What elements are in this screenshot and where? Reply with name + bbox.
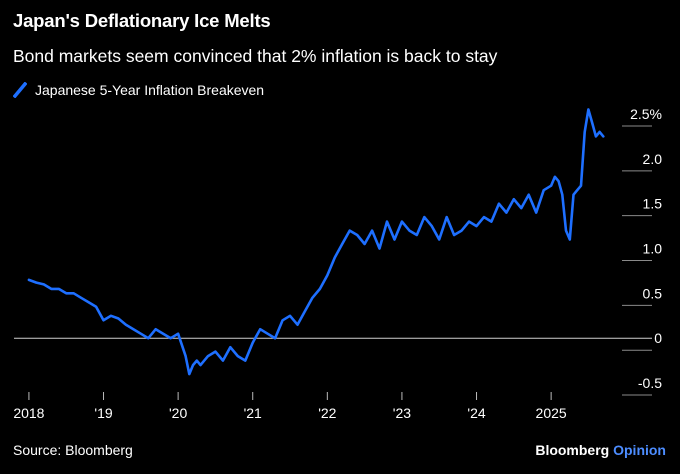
x-tick-label: '21 bbox=[244, 405, 262, 421]
y-tick-label: 2.0 bbox=[643, 151, 663, 167]
y-tick-label: -0.5 bbox=[638, 375, 662, 391]
legend-label: Japanese 5-Year Inflation Breakeven bbox=[35, 82, 265, 98]
legend-swatch-icon bbox=[13, 82, 27, 98]
y-tick-label: 0.5 bbox=[643, 285, 663, 301]
x-tick-label: 2018 bbox=[13, 405, 44, 421]
legend: Japanese 5-Year Inflation Breakeven bbox=[13, 81, 264, 99]
brand-suffix: Opinion bbox=[613, 442, 666, 458]
x-tick-label: '23 bbox=[393, 405, 411, 421]
x-tick-label: '22 bbox=[318, 405, 336, 421]
source-note: Source: Bloomberg bbox=[13, 442, 133, 458]
x-tick-label: '20 bbox=[169, 405, 187, 421]
chart-title: Japan's Deflationary Ice Melts bbox=[13, 10, 271, 31]
brand-name: Bloomberg bbox=[535, 442, 610, 458]
x-tick-label: 2025 bbox=[536, 405, 567, 421]
series-line bbox=[27, 108, 605, 376]
y-tick-label: 0 bbox=[654, 330, 662, 346]
y-tick-label: 1.5 bbox=[643, 196, 663, 212]
x-tick-label: '24 bbox=[467, 405, 485, 421]
y-tick-label: 2.5% bbox=[630, 106, 662, 122]
brand-logo: Bloomberg Opinion bbox=[535, 442, 666, 458]
y-tick-label: 1.0 bbox=[643, 241, 663, 257]
chart-subtitle: Bond markets seem convinced that 2% infl… bbox=[13, 46, 498, 66]
x-tick-label: '19 bbox=[94, 405, 112, 421]
